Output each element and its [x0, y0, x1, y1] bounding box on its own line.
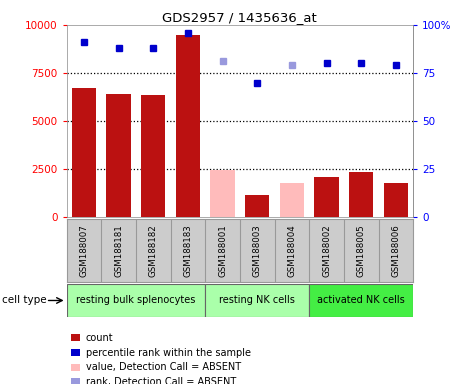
- Text: GSM188007: GSM188007: [79, 224, 88, 277]
- Bar: [66, 284, 205, 317]
- Text: GSM188002: GSM188002: [322, 224, 331, 277]
- Bar: [245, 195, 269, 217]
- Bar: [141, 95, 165, 217]
- Text: GSM188004: GSM188004: [287, 224, 296, 277]
- Text: activated NK cells: activated NK cells: [317, 295, 405, 306]
- Text: GSM188181: GSM188181: [114, 224, 123, 277]
- Text: GSM188183: GSM188183: [183, 224, 192, 277]
- Bar: [72, 88, 96, 217]
- Bar: [210, 170, 235, 217]
- Title: GDS2957 / 1435636_at: GDS2957 / 1435636_at: [162, 11, 317, 24]
- Bar: [176, 35, 200, 217]
- Text: GSM188003: GSM188003: [253, 224, 262, 277]
- Text: count: count: [86, 333, 113, 343]
- Bar: [106, 94, 131, 217]
- Text: cell type: cell type: [2, 295, 47, 306]
- Text: GSM188001: GSM188001: [218, 224, 227, 277]
- Bar: [205, 284, 309, 317]
- Text: rank, Detection Call = ABSENT: rank, Detection Call = ABSENT: [86, 377, 236, 384]
- Text: percentile rank within the sample: percentile rank within the sample: [86, 348, 250, 358]
- Text: resting bulk splenocytes: resting bulk splenocytes: [76, 295, 196, 306]
- Text: GSM188182: GSM188182: [149, 224, 158, 277]
- Text: value, Detection Call = ABSENT: value, Detection Call = ABSENT: [86, 362, 241, 372]
- Bar: [384, 184, 408, 217]
- Bar: [280, 184, 304, 217]
- Text: GSM188006: GSM188006: [391, 224, 400, 277]
- Bar: [349, 172, 373, 217]
- Bar: [314, 177, 339, 217]
- Text: GSM188005: GSM188005: [357, 224, 366, 277]
- Bar: [309, 284, 413, 317]
- Text: resting NK cells: resting NK cells: [219, 295, 295, 306]
